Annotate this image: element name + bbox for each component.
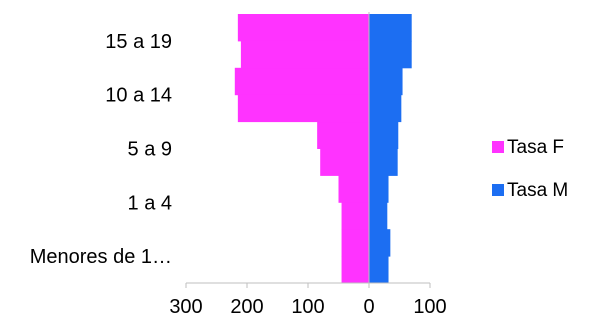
bars-group bbox=[234, 14, 412, 284]
bar-f-1-0 bbox=[338, 175, 369, 203]
category-label: 15 a 19 bbox=[105, 31, 172, 53]
bar-f-0-0 bbox=[341, 229, 369, 257]
legend-label-f: Tasa F bbox=[507, 137, 564, 158]
category-labels: Menores de 1… 1 a 4 5 a 9 10 a 14 15 a 19 bbox=[30, 31, 172, 268]
bar-m-3-0 bbox=[369, 67, 403, 96]
bar-m-0-0 bbox=[369, 229, 391, 257]
bar-m-1-1 bbox=[369, 202, 388, 230]
bar-m-4-1 bbox=[369, 40, 412, 69]
x-axis: 300 200 100 0 100 bbox=[169, 12, 447, 318]
bar-m-0-1 bbox=[369, 256, 389, 284]
category-label: Menores de 1… bbox=[30, 246, 172, 268]
bar-m-4-0 bbox=[369, 14, 412, 42]
x-tick-label: 0 bbox=[363, 296, 374, 318]
bar-f-3-1 bbox=[237, 94, 369, 123]
x-tick-label: 100 bbox=[291, 296, 324, 318]
category-label: 5 a 9 bbox=[128, 139, 172, 161]
bar-m-3-1 bbox=[369, 94, 402, 123]
x-tick-label: 200 bbox=[230, 296, 263, 318]
bar-m-1-0 bbox=[369, 175, 389, 203]
legend: Tasa F Tasa M bbox=[492, 137, 568, 201]
x-tick-label: 300 bbox=[169, 296, 202, 318]
bar-m-2-1 bbox=[369, 148, 398, 176]
bar-f-3-0 bbox=[234, 67, 369, 96]
legend-swatch-m bbox=[492, 184, 504, 196]
category-label: 10 a 14 bbox=[105, 85, 172, 107]
bar-m-2-0 bbox=[369, 121, 399, 149]
legend-label-m: Tasa M bbox=[507, 180, 568, 201]
bar-f-2-0 bbox=[317, 121, 369, 149]
bar-f-2-1 bbox=[320, 148, 369, 176]
bar-f-0-1 bbox=[341, 256, 369, 284]
x-tick-label: 100 bbox=[413, 296, 446, 318]
category-label: 1 a 4 bbox=[128, 192, 172, 214]
legend-swatch-f bbox=[492, 141, 504, 153]
bar-f-4-1 bbox=[240, 40, 369, 69]
bar-f-1-1 bbox=[341, 202, 369, 230]
bar-f-4-0 bbox=[237, 14, 369, 42]
